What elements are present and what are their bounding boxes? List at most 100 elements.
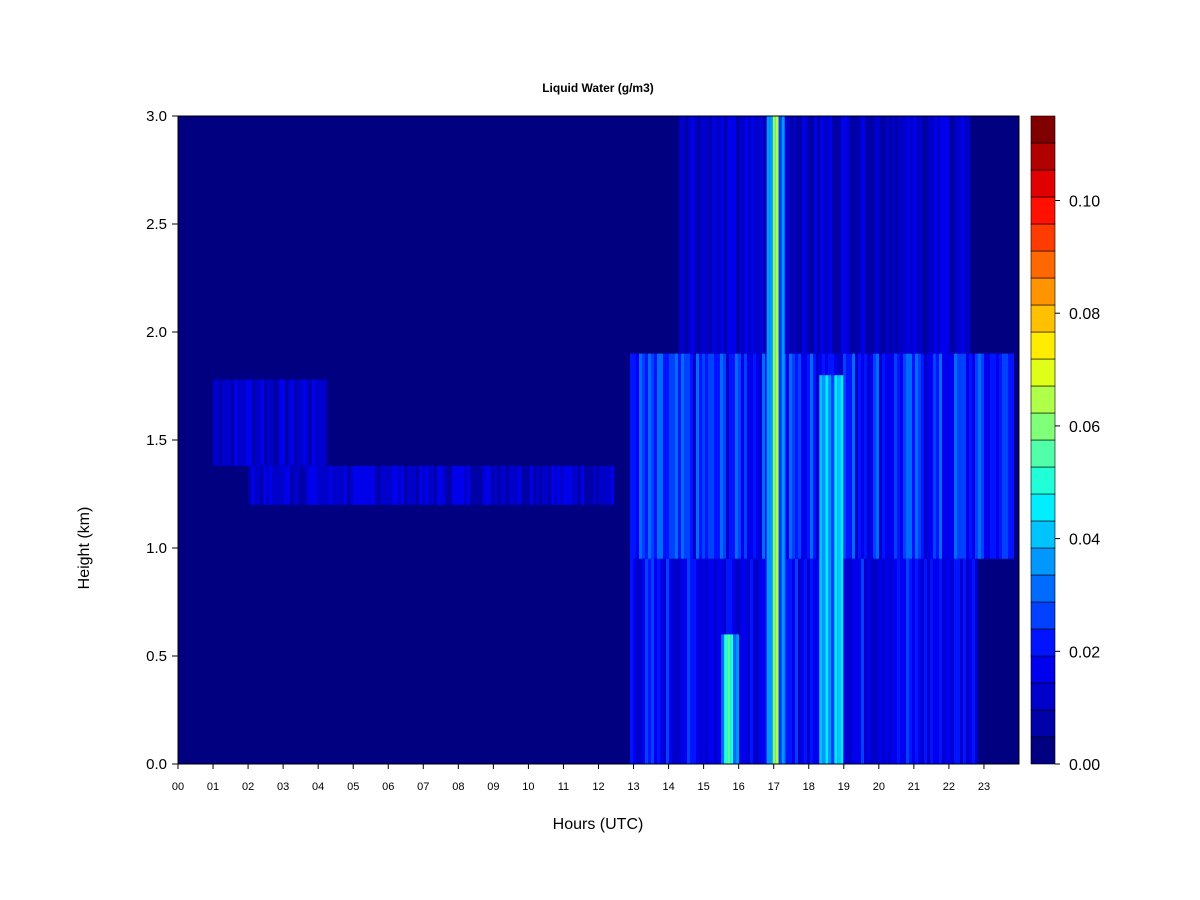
heatmap-cell (807, 558, 810, 764)
heatmap-cell (964, 116, 968, 354)
x-tick-label: 15 (698, 781, 710, 793)
heatmap-cell (356, 465, 360, 505)
heatmap-cell (825, 375, 829, 764)
heatmap-cell (879, 353, 882, 559)
heatmap-cell (705, 353, 708, 559)
heatmap-cell (972, 558, 975, 764)
y-axis-label: Height (km) (76, 507, 93, 590)
heatmap-cell (832, 116, 836, 354)
heatmap-cell (563, 465, 567, 505)
heatmap-cell (813, 353, 816, 559)
colorbar-tick-label: 0.02 (1069, 644, 1100, 661)
heatmap-cell (308, 465, 312, 505)
colorbar-segment (1030, 196, 1056, 225)
heatmap-cell (542, 465, 546, 505)
heatmap-cell (784, 116, 788, 354)
x-tick-label: 23 (978, 781, 990, 793)
heatmap-cell (924, 558, 927, 764)
heatmap-cell (960, 353, 963, 559)
heatmap-cell (804, 353, 807, 559)
heatmap-cell (599, 465, 603, 505)
heatmap-cell (587, 465, 591, 505)
heatmap-cell (840, 375, 844, 764)
heatmap-cell (867, 558, 870, 764)
y-tick-label: 1.5 (146, 432, 167, 449)
heatmap-cell (518, 465, 522, 505)
x-axis: 00 01 02 03 04 05 06 07 08 09 10 11 12 13 14 15 16 17 18 19… (172, 764, 990, 793)
heatmap-cell (536, 465, 540, 505)
heatmap-cell (306, 379, 309, 466)
heatmap-cell (801, 558, 804, 764)
heatmap-cell (765, 558, 768, 764)
heatmap-cell (257, 465, 261, 505)
x-tick-label: 02 (242, 781, 254, 793)
heatmap-cell (464, 465, 468, 505)
heatmap-cell (838, 116, 842, 354)
heatmap-cell (347, 465, 351, 505)
heatmap-cell (924, 353, 927, 559)
colorbar-segment (1030, 628, 1056, 657)
heatmap-cell (793, 116, 797, 354)
heatmap-cell (660, 353, 663, 559)
heatmap-cell (843, 558, 846, 764)
heatmap-cell (545, 465, 549, 505)
heatmap-cell (524, 465, 528, 505)
heatmap-cell (909, 353, 912, 559)
heatmap-cell (796, 116, 800, 354)
heatmap-cell (901, 116, 905, 354)
heatmap-cell (657, 558, 660, 764)
heatmap-cell (696, 558, 699, 764)
heatmap-cell (819, 375, 823, 764)
heatmap-cell (721, 116, 725, 354)
heatmap-cell (694, 116, 698, 354)
heatmap-cell (326, 465, 330, 505)
heatmap-cell (669, 558, 672, 764)
x-tick-label: 21 (908, 781, 920, 793)
heatmap-cell (940, 116, 944, 354)
heatmap-cell (921, 558, 924, 764)
heatmap-cell (687, 558, 690, 764)
heatmap-cell (446, 465, 450, 505)
heatmap-cell (858, 558, 861, 764)
heatmap-cell (380, 465, 384, 505)
heatmap-cell (362, 465, 366, 505)
heatmap-cell (904, 116, 908, 354)
heatmap-cell (246, 379, 249, 466)
y-tick-label: 0.5 (146, 648, 167, 665)
heatmap-cell (693, 558, 696, 764)
heatmap-cell (449, 465, 453, 505)
heatmap-cell (933, 353, 936, 559)
heatmap-cell (581, 465, 585, 505)
heatmap-cell (317, 465, 321, 505)
heatmap-cell (745, 116, 749, 354)
heatmap-cell (873, 353, 876, 559)
heatmap-cell (554, 465, 558, 505)
heatmap-cell (281, 465, 285, 505)
heatmap-cell (895, 116, 899, 354)
heatmap-cell (798, 353, 801, 559)
heatmap-cell (690, 353, 693, 559)
heatmap-cell (990, 353, 993, 559)
heatmap-cell (715, 116, 719, 354)
heatmap-cell (648, 353, 651, 559)
heatmap-cell (392, 465, 396, 505)
heatmap-cell (705, 558, 708, 764)
heatmap-cell (760, 116, 764, 354)
heatmap-cell (841, 116, 845, 354)
heatmap-cell (733, 116, 737, 354)
heatmap-cell (948, 353, 951, 559)
heatmap-cell (981, 353, 984, 559)
heatmap-cell (750, 353, 753, 559)
heatmap-cell (709, 116, 713, 354)
heatmap-cell (736, 116, 740, 354)
heatmap-cell (829, 116, 833, 354)
heatmap-cell (248, 465, 252, 505)
heatmap-cell (324, 379, 327, 466)
heatmap-cell (879, 558, 882, 764)
heatmap-cell (533, 465, 537, 505)
heatmap-cell (575, 465, 579, 505)
heatmap-cell (1011, 353, 1014, 559)
heatmap-cell (957, 558, 960, 764)
heatmap-cell (795, 353, 798, 559)
